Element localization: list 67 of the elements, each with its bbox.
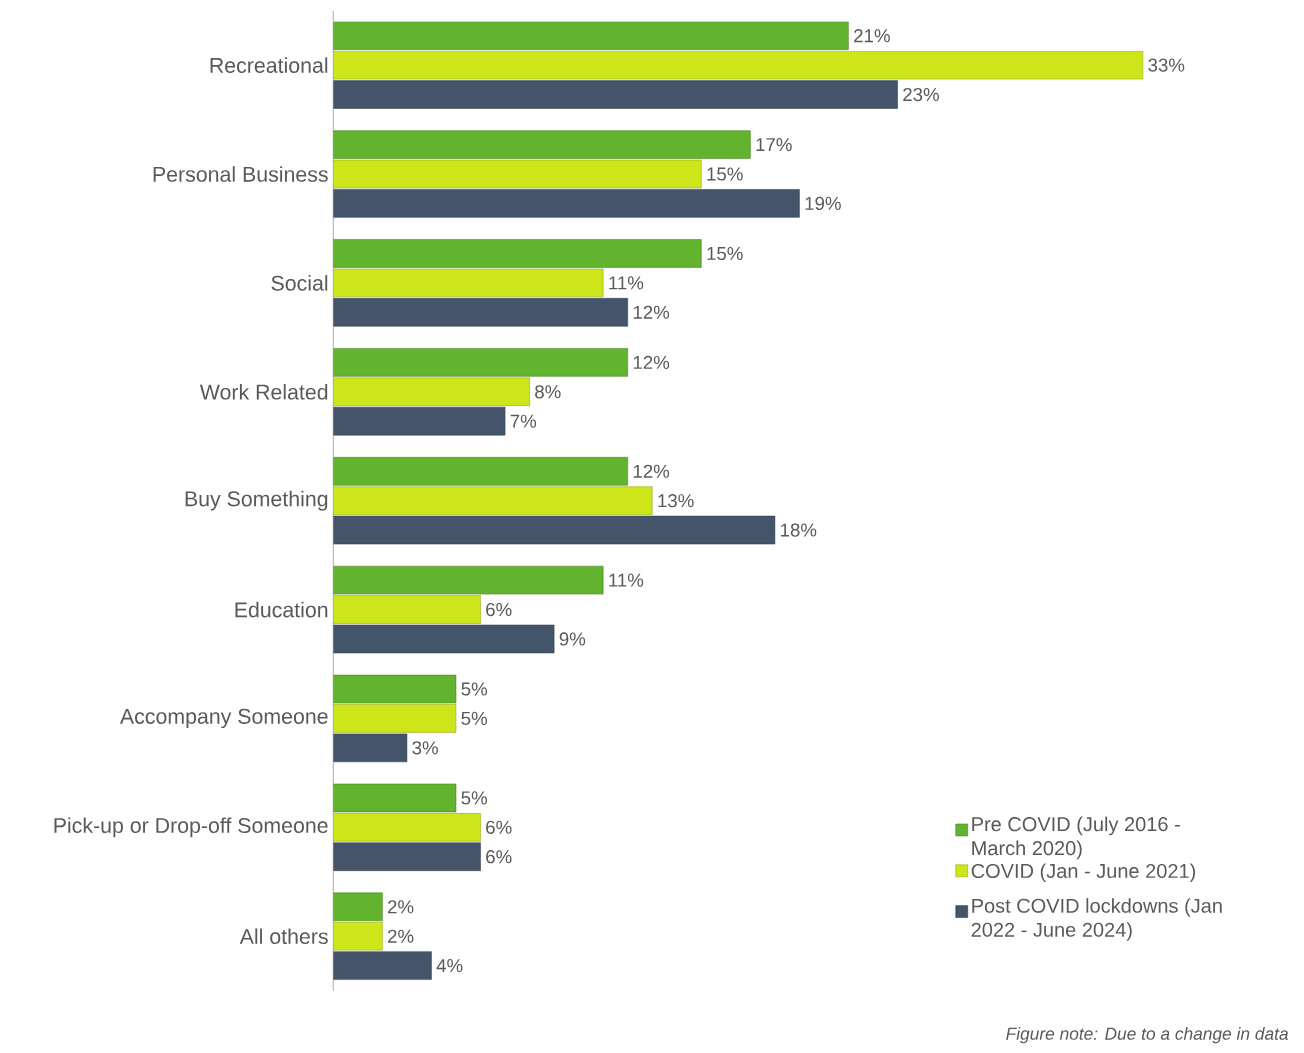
bar bbox=[333, 892, 383, 921]
bar bbox=[333, 515, 776, 545]
y-tick-label: Accompany Someone bbox=[119, 708, 328, 728]
bar bbox=[333, 842, 481, 871]
bar bbox=[333, 565, 604, 595]
data-label: 4% bbox=[436, 958, 463, 972]
legend-label: Pre COVID (July 2016 - March 2020) bbox=[972, 816, 1180, 860]
bar bbox=[333, 595, 481, 624]
data-label: 5% bbox=[461, 711, 488, 725]
y-tick-label: Social bbox=[271, 274, 328, 291]
bar bbox=[333, 21, 849, 50]
data-label: 19% bbox=[805, 196, 841, 210]
data-label: 5% bbox=[461, 682, 488, 696]
bar bbox=[333, 239, 702, 268]
data-label: 12% bbox=[633, 305, 670, 319]
data-label: 15% bbox=[707, 246, 743, 260]
bar bbox=[333, 456, 628, 486]
data-label: 6% bbox=[486, 820, 512, 834]
bar bbox=[333, 486, 653, 515]
data-label: 2% bbox=[388, 900, 414, 914]
legend-label: Post COVID lockdowns (Jan 2022 - June 2024) bbox=[971, 898, 1222, 941]
data-label: 17% bbox=[756, 137, 792, 151]
bar bbox=[333, 50, 1144, 80]
y-tick-label: All others bbox=[239, 928, 328, 944]
bar bbox=[333, 624, 555, 654]
y-tick-label: Personal Business bbox=[153, 166, 328, 182]
bar bbox=[333, 406, 506, 436]
bar bbox=[333, 268, 604, 297]
data-label: 15% bbox=[707, 167, 743, 181]
data-label: 13% bbox=[658, 493, 694, 508]
bar bbox=[333, 189, 800, 218]
y-tick-label: Recreational bbox=[210, 57, 328, 73]
data-label: 33% bbox=[1148, 58, 1185, 72]
bar bbox=[333, 783, 457, 813]
data-label: 5% bbox=[461, 791, 488, 805]
data-label: 18% bbox=[781, 523, 817, 537]
data-label: 9% bbox=[559, 632, 586, 646]
data-label: 23% bbox=[903, 87, 939, 101]
bar bbox=[333, 812, 481, 842]
data-label: 21% bbox=[854, 28, 890, 43]
data-label: 12% bbox=[633, 355, 670, 369]
data-label: 3% bbox=[412, 741, 438, 755]
bar bbox=[333, 130, 751, 159]
data-label: 8% bbox=[535, 385, 561, 399]
data-label: 12% bbox=[633, 464, 670, 478]
bar bbox=[333, 377, 530, 406]
bar bbox=[333, 674, 457, 704]
bar bbox=[333, 921, 383, 951]
y-tick-label: Work Related bbox=[199, 383, 328, 400]
bar bbox=[333, 951, 432, 980]
bar bbox=[333, 159, 702, 189]
bar bbox=[333, 347, 628, 377]
text: Figure note: Due to a change in data bbox=[1006, 1026, 1288, 1044]
y-tick-label: Education bbox=[235, 601, 328, 618]
bar bbox=[333, 80, 898, 109]
y-tick-label: Pick-up or Drop-off Someone bbox=[54, 817, 328, 838]
data-label: 2% bbox=[388, 929, 414, 943]
bar bbox=[333, 297, 628, 327]
data-label: 11% bbox=[609, 573, 644, 587]
legend-label: COVID (Jan - June 2021) bbox=[971, 863, 1196, 882]
data-label: 6% bbox=[486, 602, 512, 617]
data-label: 6% bbox=[486, 849, 512, 864]
data-label: 7% bbox=[510, 414, 537, 428]
y-tick-label: Buy Something bbox=[185, 490, 328, 511]
data-label: 11% bbox=[609, 276, 644, 290]
bar bbox=[333, 704, 457, 733]
bar bbox=[333, 733, 408, 762]
